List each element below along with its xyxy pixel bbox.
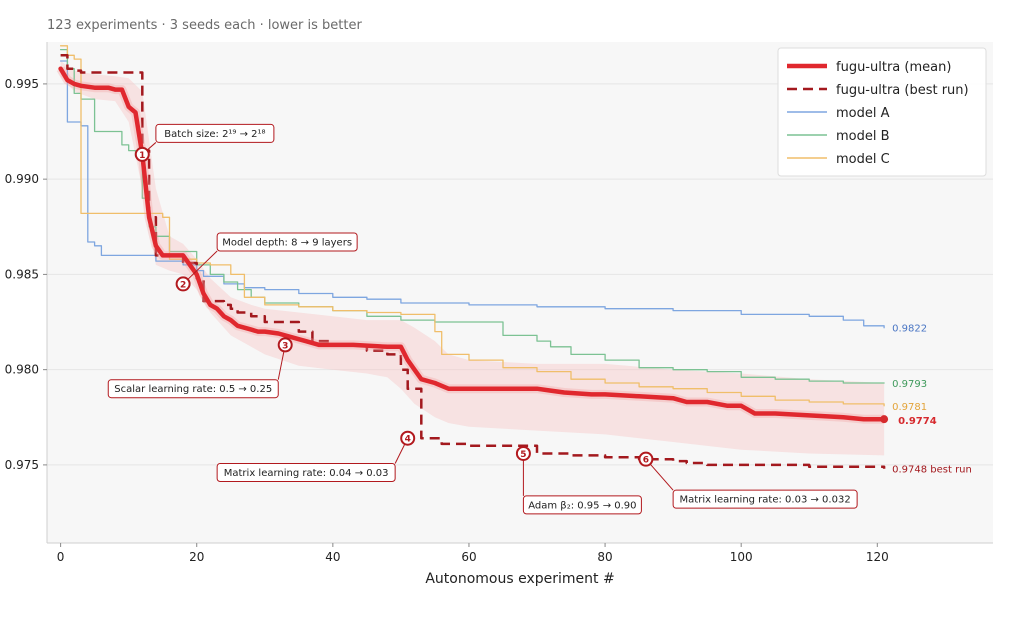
mean-end-marker — [880, 415, 889, 424]
annotation-marker — [277, 337, 293, 353]
annotation-label: Matrix learning rate: 0.04 → 0.03 — [224, 468, 389, 479]
y-tick-label: 0.985 — [5, 267, 39, 281]
annotation-box — [216, 463, 396, 483]
annotation-box — [672, 489, 858, 509]
annotation-marker — [175, 276, 191, 292]
legend-label: model A — [836, 106, 890, 121]
series-line-C — [59, 45, 885, 407]
annotation-marker — [638, 451, 654, 467]
annotation-number: 3 — [282, 341, 288, 351]
x-tick-label: 20 — [189, 550, 204, 564]
end-value-label: 0.9774 — [898, 416, 937, 427]
y-tick-label: 0.995 — [5, 77, 39, 91]
end-value-label: 0.9793 — [892, 379, 927, 390]
series-line-A — [59, 60, 885, 329]
series-line-B — [59, 48, 885, 384]
legend-label: fugu-ultra (mean) — [836, 60, 951, 75]
annotation-number: 5 — [520, 450, 526, 460]
annotation-number: 6 — [643, 456, 649, 466]
annotation-label: Model depth: 8 → 9 layers — [222, 238, 352, 249]
annotation-marker — [400, 430, 416, 446]
legend: fugu-ultra (mean) fugu-ultra (best run) mo… — [777, 47, 987, 177]
end-value-label: 0.9822 — [892, 324, 927, 335]
annotation-number: 4 — [405, 435, 411, 445]
annotation-connector — [182, 250, 218, 285]
annotation-marker — [515, 445, 531, 461]
annotation-box — [155, 123, 275, 143]
y-tick-label: 0.990 — [5, 172, 39, 186]
annotation-box — [216, 232, 358, 252]
y-tick-label: 0.975 — [5, 458, 39, 472]
annotation-label: Batch size: 2¹⁹ → 2¹⁸ — [164, 129, 265, 140]
annotation-label: Matrix learning rate: 0.03 → 0.032 — [680, 495, 851, 506]
annotation-label: Scalar learning rate: 0.5 → 0.25 — [114, 384, 272, 395]
x-tick-label: 120 — [866, 550, 889, 564]
x-tick-label: 0 — [57, 550, 65, 564]
x-tick-label: 80 — [597, 550, 612, 564]
annotation-box — [522, 495, 642, 515]
x-tick-label: 40 — [325, 550, 340, 564]
annotation-marker — [134, 146, 150, 162]
legend-label: model C — [836, 152, 890, 167]
y-tick-label: 0.980 — [5, 363, 39, 377]
legend-label: model B — [836, 129, 890, 144]
x-axis-label: Autonomous experiment # — [425, 571, 614, 587]
annotation-box — [107, 379, 279, 399]
legend-label: fugu-ultra (best run) — [836, 83, 969, 98]
annotation-label: Adam β₂: 0.95 → 0.90 — [528, 500, 636, 511]
x-tick-label: 100 — [730, 550, 753, 564]
end-value-label: 0.9781 — [892, 402, 927, 413]
end-value-label: 0.9748 best run — [892, 465, 972, 476]
annotation-number: 1 — [139, 151, 145, 161]
annotation-number: 2 — [180, 280, 186, 290]
x-tick-label: 60 — [461, 550, 476, 564]
legend-frame — [777, 47, 987, 177]
chart-subtitle: 123 experiments · 3 seeds each · lower i… — [47, 18, 362, 33]
